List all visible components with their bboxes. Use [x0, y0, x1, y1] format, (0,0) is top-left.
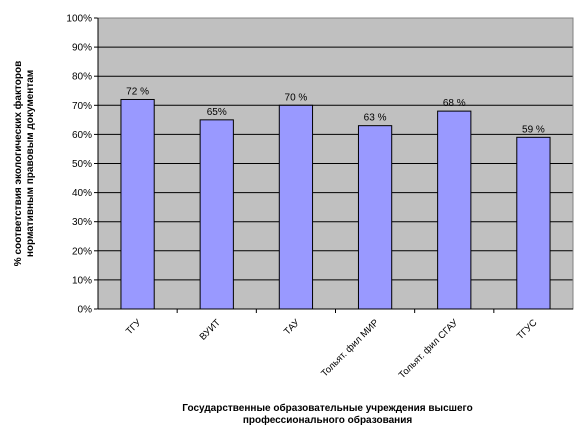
- y-tick-label: 70%: [72, 101, 92, 112]
- bar: [199, 119, 234, 310]
- y-tick-label: 30%: [72, 217, 92, 228]
- data-label: 72 %: [126, 86, 149, 97]
- y-tick-label: 80%: [72, 72, 92, 83]
- x-category-label: ТГУС: [515, 317, 540, 342]
- y-tick-label: 100%: [66, 14, 92, 25]
- y-tick-label: 40%: [72, 188, 92, 199]
- y-axis-title: нормативным правовым документам: [25, 70, 36, 257]
- plot-area: [94, 17, 574, 313]
- y-tick-label: 60%: [72, 130, 92, 141]
- y-axis-title: % соответствия экологических факторов: [12, 61, 24, 266]
- bar: [278, 104, 314, 310]
- data-label: 59 %: [522, 124, 545, 135]
- y-tick-label: 0%: [78, 305, 93, 316]
- y-tick-label: 10%: [72, 275, 92, 286]
- x-axis-title: профессионального образования: [243, 414, 413, 426]
- data-label: 68 %: [443, 98, 466, 109]
- data-label: 63 %: [364, 113, 387, 124]
- chart-marks: [120, 98, 551, 310]
- y-tick-label: 90%: [72, 43, 92, 54]
- x-axis-title: Государственные образовательные учрежден…: [182, 402, 472, 414]
- x-category-label: Тольят. фил СГАУ: [397, 317, 461, 381]
- data-label: 70 %: [285, 92, 308, 103]
- x-category-label: Тольят. фил МИР: [319, 317, 381, 379]
- bar: [437, 110, 472, 310]
- x-category-label: ТАУ: [282, 317, 303, 338]
- data-label: 65%: [207, 107, 227, 118]
- bar: [120, 98, 155, 310]
- bar: [357, 125, 393, 310]
- x-category-label: ВУИТ: [198, 317, 223, 342]
- y-tick-label: 50%: [72, 159, 92, 170]
- bar: [516, 136, 551, 310]
- y-tick-label: 20%: [72, 246, 92, 257]
- x-category-label: ТГУ: [124, 317, 144, 337]
